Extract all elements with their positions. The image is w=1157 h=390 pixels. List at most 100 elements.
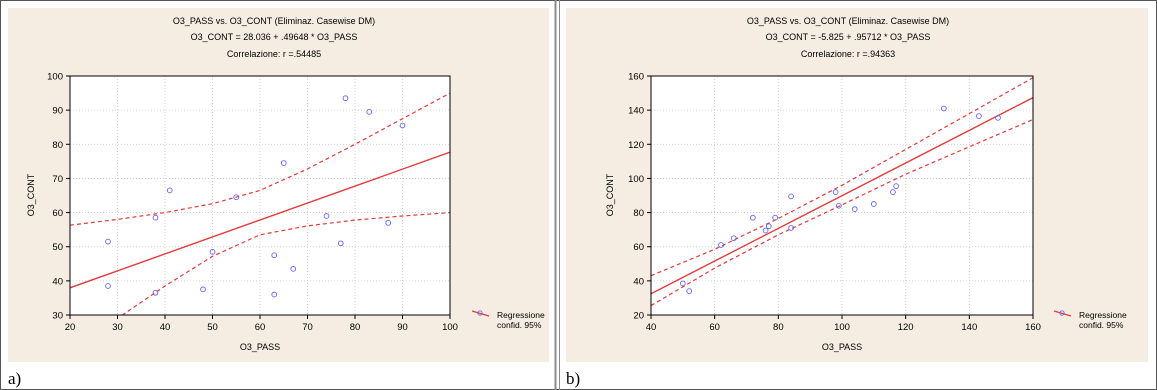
data-point — [762, 227, 769, 234]
panel-b-legend-confid: confid. 95% — [1079, 320, 1124, 330]
legend-line-swatch — [471, 310, 490, 317]
data-point — [832, 189, 839, 195]
panel-a-title: O3_PASS vs. O3_CONT (Eliminaz. Casewise … — [173, 16, 375, 26]
data-point — [686, 288, 693, 294]
panel-b-confidence-band — [651, 77, 1033, 307]
panel-a-legend: Regressione confid. 95% — [471, 310, 545, 330]
data-point — [995, 114, 1001, 121]
x-tick-label: 80 — [350, 322, 361, 333]
panel-a-regression-line — [70, 151, 450, 289]
y-tick-label: 90 — [52, 106, 63, 117]
data-point — [152, 214, 159, 221]
panel-a-x-axis-label: O3_PASS — [240, 342, 280, 352]
y-tick-label: 30 — [52, 311, 63, 322]
data-point — [200, 286, 206, 293]
panel-a-letter: a) — [8, 369, 21, 388]
legend-point-swatch — [477, 310, 483, 316]
panel-b-title: O3_PASS vs. O3_CONT (Eliminaz. Casewise … — [747, 16, 949, 26]
data-point — [893, 183, 899, 189]
data-point — [323, 213, 330, 219]
data-point — [271, 291, 278, 298]
ci-upper-line — [70, 92, 450, 226]
x-tick-label: 30 — [112, 322, 123, 333]
panel-a-x-ticks: 20 30 40 50 60 70 80 90 100 — [65, 315, 458, 333]
y-tick-label: 140 — [628, 106, 644, 117]
ci-upper-line — [651, 77, 1033, 277]
data-point — [765, 223, 772, 230]
panel-a: O3_PASS vs. O3_CONT (Eliminaz. Casewise … — [8, 8, 549, 388]
x-tick-label: 80 — [773, 322, 784, 333]
x-tick-label: 140 — [961, 322, 977, 333]
data-point — [152, 289, 159, 296]
data-point — [976, 113, 982, 119]
panel-b-legend: Regressione confid. 95% — [1053, 310, 1127, 330]
data-point — [851, 206, 858, 213]
panel-a-correlation: Correlazione: r =.54485 — [227, 49, 321, 59]
x-tick-label: 20 — [65, 322, 76, 333]
x-tick-label: 60 — [709, 322, 720, 333]
y-tick-label: 80 — [52, 140, 63, 151]
panel-b-legend-regression: Regressione — [1079, 310, 1127, 320]
data-point — [280, 160, 287, 166]
panel-b-correlation: Correlazione: r =.94363 — [801, 49, 895, 59]
y-tick-label: 100 — [47, 72, 63, 83]
y-tick-label: 120 — [628, 140, 644, 151]
data-point — [788, 193, 794, 200]
data-point — [870, 201, 877, 207]
data-point — [890, 189, 896, 195]
panel-b: O3_PASS vs. O3_CONT (Eliminaz. Casewise … — [566, 8, 1148, 388]
x-tick-label: 50 — [207, 322, 218, 333]
data-point — [679, 280, 686, 287]
regression-line — [70, 151, 450, 289]
y-tick-label: 80 — [633, 208, 644, 219]
data-point — [750, 214, 756, 221]
data-point — [209, 248, 216, 255]
panel-a-grid — [70, 76, 450, 315]
y-tick-label: 60 — [52, 208, 63, 219]
x-tick-label: 40 — [646, 322, 657, 333]
panel-b-x-axis-label: O3_PASS — [822, 342, 862, 352]
data-point — [718, 242, 724, 248]
regression-line — [651, 97, 1033, 295]
data-point — [105, 283, 111, 289]
x-tick-label: 90 — [397, 322, 408, 333]
panel-b-y-axis-label: O3_CONT — [605, 173, 615, 216]
panel-a-equation: O3_CONT = 28.036 + .49648 * O3_PASS — [191, 32, 358, 42]
data-point — [772, 214, 779, 221]
data-point — [105, 238, 111, 245]
y-tick-label: 40 — [52, 276, 63, 287]
panel-a-y-ticks: 30 40 50 60 70 80 90 100 — [47, 72, 70, 322]
x-tick-label: 40 — [160, 322, 171, 333]
panel-a-legend-regression: Regressione — [497, 310, 545, 320]
panel-b-grid — [651, 76, 1033, 315]
ci-lower-line — [121, 212, 450, 315]
x-tick-label: 160 — [1025, 322, 1041, 333]
data-point — [290, 266, 297, 272]
panel-a-legend-confid: confid. 95% — [497, 320, 542, 330]
data-point — [337, 240, 344, 247]
panel-b-letter: b) — [566, 369, 580, 388]
y-tick-label: 60 — [633, 242, 644, 253]
data-point — [271, 252, 278, 259]
panel-b-points — [679, 105, 1001, 294]
legend-line-swatch — [1053, 310, 1072, 317]
data-point — [730, 235, 737, 242]
x-tick-label: 70 — [302, 322, 313, 333]
data-point — [835, 202, 842, 209]
panel-a-confidence-band — [70, 92, 450, 315]
y-tick-label: 40 — [633, 276, 644, 287]
panel-b-y-ticks: 20 40 60 80 100 120 140 160 — [628, 72, 651, 322]
y-tick-label: 70 — [52, 174, 63, 185]
legend-point-swatch — [1059, 310, 1065, 316]
panel-a-points — [105, 95, 406, 298]
y-tick-label: 160 — [628, 72, 644, 83]
panel-b-equation: O3_CONT = -5.825 + .95712 * O3_PASS — [766, 32, 931, 42]
data-point — [233, 194, 240, 201]
data-point — [941, 105, 947, 112]
y-tick-label: 50 — [52, 242, 63, 253]
panel-b-x-ticks: 40 60 80 100 120 140 160 — [646, 315, 1041, 333]
x-tick-label: 120 — [898, 322, 914, 333]
panel-a-y-axis-label: O3_CONT — [26, 173, 36, 216]
data-point — [385, 219, 392, 226]
